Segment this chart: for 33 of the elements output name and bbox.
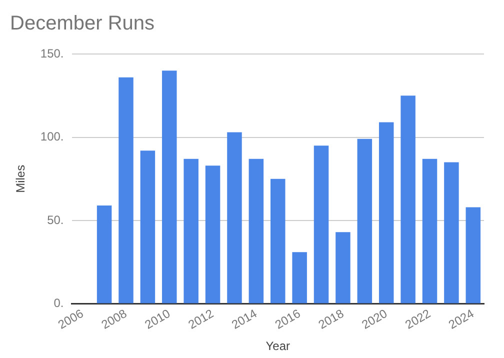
bar <box>292 252 307 304</box>
bar <box>227 132 242 304</box>
bar <box>96 206 112 304</box>
chart-title: December Runs <box>10 12 155 35</box>
y-axis-title: Miles <box>14 164 28 193</box>
y-tick-label: 100. <box>40 130 64 144</box>
bar <box>336 232 350 304</box>
bar <box>422 158 438 304</box>
x-tick-label: 2020 <box>359 306 390 332</box>
bar <box>400 96 416 304</box>
x-tick-label: 2012 <box>186 306 216 332</box>
x-tick-label: 2022 <box>402 306 434 332</box>
x-axis-title: Year <box>266 339 290 354</box>
bar <box>184 158 198 304</box>
bar <box>118 77 134 304</box>
bar <box>205 166 220 304</box>
bar <box>248 158 264 304</box>
bar <box>140 150 156 304</box>
bar <box>466 207 481 304</box>
bar <box>314 146 329 304</box>
bar <box>378 122 394 304</box>
x-tick-label: 2016 <box>272 306 304 332</box>
y-tick-label: 150. <box>40 46 64 60</box>
y-tick-label: 50. <box>47 212 64 227</box>
x-tick-label: 2014 <box>229 306 260 332</box>
bar <box>357 138 372 304</box>
x-tick-label: 2010 <box>142 306 173 332</box>
x-tick-label: 2008 <box>99 306 130 332</box>
bar <box>270 178 286 304</box>
x-tick-label: 2018 <box>316 306 346 332</box>
bar <box>444 162 459 304</box>
x-tick-label: 2024 <box>446 306 477 332</box>
bar <box>162 70 177 304</box>
